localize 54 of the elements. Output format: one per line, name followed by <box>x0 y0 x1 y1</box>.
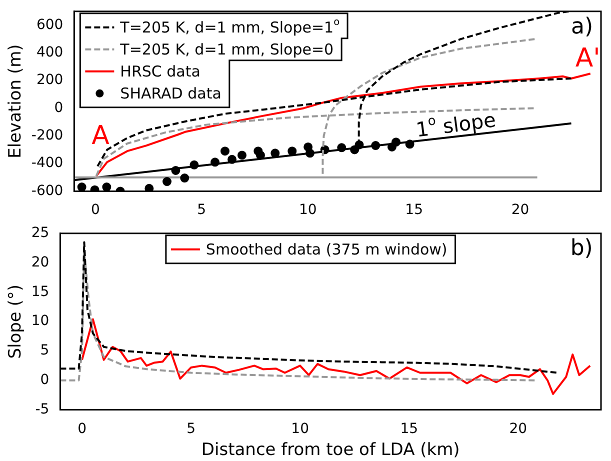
x-tick-label: 15 <box>400 420 418 437</box>
y-axis-title: Elevation (m) <box>6 44 26 158</box>
legend-label: Smoothed data (375 m window) <box>206 240 448 258</box>
y-tick-label: 15 <box>31 284 50 300</box>
annotation: A <box>92 121 110 152</box>
y-tick-label: 0 <box>40 372 50 388</box>
x-tick-label: 20 <box>509 420 528 437</box>
point <box>220 146 230 156</box>
point <box>405 140 414 149</box>
point <box>171 166 180 175</box>
x-tick-label: 5 <box>186 420 196 437</box>
annotation: A' <box>575 44 600 74</box>
x-tick-label: 0 <box>78 420 86 437</box>
legend-label: SHARAD data <box>120 84 222 102</box>
y-tick-label: 20 <box>31 254 50 270</box>
y-tick-label: -5 <box>35 401 50 418</box>
legend-label: HRSC data <box>120 62 200 80</box>
point <box>256 150 265 160</box>
point <box>180 174 190 183</box>
point <box>392 138 401 147</box>
annotation: 1o slope <box>414 108 498 142</box>
x-axis-title: Distance from toe of LDA (km) <box>201 440 460 460</box>
point <box>237 150 246 160</box>
point <box>77 182 86 192</box>
y-tick-label: 25 <box>31 225 50 242</box>
legend-label: T=205 K, d=1 mm, Slope=0 <box>119 40 334 58</box>
point <box>371 141 380 150</box>
y-axis-title: Slope (°) <box>6 284 26 359</box>
y-tick-label: 0 <box>54 100 64 116</box>
point <box>288 146 297 156</box>
x-tick-label: 5 <box>197 202 206 218</box>
point <box>162 177 172 186</box>
point <box>305 148 314 158</box>
x-tick-label: 10 <box>298 202 317 218</box>
annotation: a) <box>571 14 594 40</box>
x-tick-label: 10 <box>291 420 309 437</box>
y-tick-label: -400 <box>31 155 64 172</box>
y-tick-label: 5 <box>40 342 50 359</box>
y-tick-label: -200 <box>31 128 64 144</box>
point <box>190 160 199 170</box>
point <box>210 158 220 167</box>
y-tick-label: 600 <box>36 16 64 33</box>
point <box>228 154 237 164</box>
annotation: b) <box>570 236 593 261</box>
y-tick-label: 200 <box>36 72 64 88</box>
y-tick-label: 10 <box>31 313 50 330</box>
point <box>144 184 154 192</box>
y-tick-label: -600 <box>31 182 64 199</box>
x-tick-label: 20 <box>511 202 530 218</box>
point <box>102 182 112 192</box>
y-tick-label: 400 <box>36 44 64 61</box>
point <box>337 143 346 152</box>
x-tick-label: 0 <box>90 202 100 218</box>
x-tick-label: 15 <box>405 202 423 218</box>
